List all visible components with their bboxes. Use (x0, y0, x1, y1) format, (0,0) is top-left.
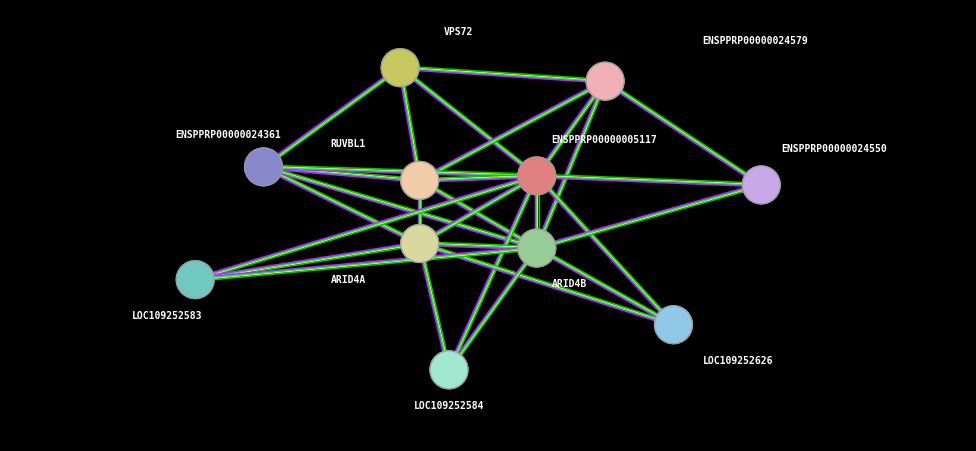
Ellipse shape (382, 49, 419, 87)
Text: LOC109252583: LOC109252583 (132, 311, 202, 321)
Ellipse shape (245, 148, 282, 186)
Ellipse shape (430, 351, 468, 389)
Ellipse shape (518, 229, 555, 267)
Ellipse shape (743, 166, 780, 204)
Text: ENSPPRP00000024550: ENSPPRP00000024550 (781, 144, 886, 154)
Text: ARID4B: ARID4B (551, 279, 587, 289)
Text: ENSPPRP00000005117: ENSPPRP00000005117 (551, 135, 657, 145)
Text: RUVBL1: RUVBL1 (331, 139, 366, 149)
Text: LOC109252626: LOC109252626 (703, 356, 773, 366)
Ellipse shape (518, 157, 555, 195)
Ellipse shape (655, 306, 692, 344)
Text: ENSPPRP00000024579: ENSPPRP00000024579 (703, 36, 808, 46)
Ellipse shape (401, 161, 438, 199)
Ellipse shape (177, 261, 214, 299)
Text: VPS72: VPS72 (444, 27, 473, 37)
Text: ENSPPRP00000024361: ENSPPRP00000024361 (176, 130, 281, 140)
Ellipse shape (401, 225, 438, 262)
Text: ARID4A: ARID4A (331, 275, 366, 285)
Ellipse shape (587, 62, 624, 100)
Text: LOC109252584: LOC109252584 (414, 401, 484, 411)
